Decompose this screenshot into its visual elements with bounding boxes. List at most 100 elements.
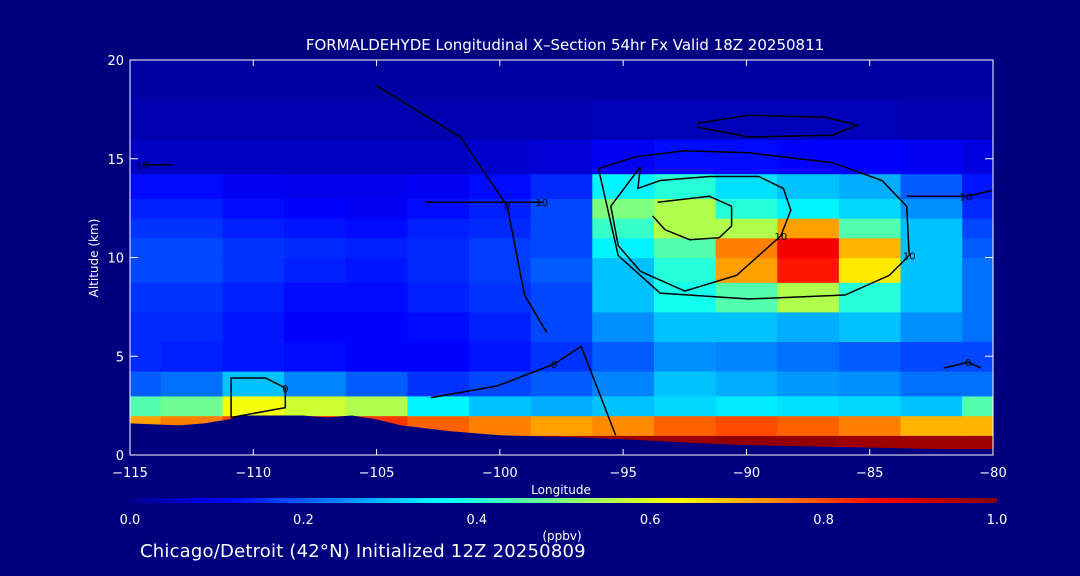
heatmap-cell	[838, 341, 902, 372]
heatmap-cell	[777, 341, 840, 372]
contour-label: 10	[136, 161, 149, 172]
heatmap-cell	[222, 139, 285, 175]
heatmap-cell	[407, 99, 470, 140]
heatmap-cell	[962, 237, 993, 259]
heatmap-cell	[900, 198, 963, 219]
heatmap-cell	[345, 395, 408, 417]
heatmap-cell	[130, 218, 162, 239]
heatmap-cell	[160, 371, 223, 397]
heatmap-cell	[838, 60, 902, 101]
x-tick-label: −110	[235, 466, 271, 481]
heatmap-cell	[838, 218, 902, 239]
y-tick-label: 5	[116, 350, 124, 365]
heatmap-cell	[654, 395, 717, 417]
heatmap-cell	[345, 341, 408, 372]
heatmap-cell	[900, 282, 963, 313]
heatmap-cell	[469, 415, 532, 436]
heatmap-cell	[962, 173, 993, 199]
heatmap-cell	[130, 139, 162, 175]
heatmap-cell	[530, 218, 593, 239]
heatmap-cell	[900, 60, 963, 101]
heatmap-cell	[530, 198, 593, 219]
heatmap-cell	[222, 282, 285, 313]
heatmap-cell	[530, 415, 593, 436]
heatmap-cell	[777, 395, 840, 417]
contour-line	[652, 195, 733, 241]
heatmap-cell	[654, 60, 717, 101]
heatmap-cell	[345, 173, 408, 199]
heatmap-cell	[654, 218, 717, 239]
heatmap-cell	[130, 198, 162, 219]
heatmap-cell	[407, 237, 470, 259]
heatmap-cell	[530, 99, 593, 140]
heatmap-cell	[777, 218, 840, 239]
colorbar-tick-label: 0.2	[293, 513, 314, 528]
heatmap-cell	[592, 341, 655, 372]
heatmap-cell	[900, 257, 963, 283]
heatmap-cell	[777, 60, 840, 101]
heatmap-cell	[222, 371, 285, 397]
heatmap-cell	[160, 311, 223, 342]
heatmap-cell	[160, 198, 223, 219]
heatmap-cell	[469, 139, 532, 175]
heatmap-cell	[407, 198, 470, 219]
heatmap-cell	[160, 282, 223, 313]
heatmap-cell	[130, 257, 162, 283]
x-tick-label: −85	[856, 466, 883, 481]
heatmap-cell	[777, 371, 840, 397]
x-tick-label: −100	[482, 466, 518, 481]
heatmap-cell	[715, 198, 778, 219]
heatmap-cell	[130, 395, 162, 417]
heatmap-cell	[160, 395, 223, 417]
heatmap-cell	[222, 311, 285, 342]
heatmap-cell	[407, 395, 470, 417]
heatmap-cell	[592, 237, 655, 259]
colorbar-tick-label: 0.4	[466, 513, 487, 528]
heatmap-cell	[284, 237, 347, 259]
y-tick-label: 15	[107, 153, 124, 168]
heatmap-cell	[284, 139, 347, 175]
heatmap-cell	[654, 311, 717, 342]
heatmap-cell	[345, 99, 408, 140]
heatmap-cell	[900, 139, 963, 175]
heatmap-cell	[962, 371, 993, 397]
heatmap-cell	[900, 311, 963, 342]
heatmap-cell	[130, 282, 162, 313]
heatmap-cell	[469, 99, 532, 140]
x-tick-label: −80	[979, 466, 1006, 481]
y-tick-label: 10	[107, 252, 124, 267]
heatmap-cell	[469, 60, 532, 101]
heatmap-cell	[530, 395, 593, 417]
heatmap-cell	[222, 237, 285, 259]
heatmap-cell	[222, 198, 285, 219]
heatmap-cell	[407, 218, 470, 239]
heatmap-cell	[284, 198, 347, 219]
heatmap-cell	[838, 311, 902, 342]
heatmap-cell	[530, 237, 593, 259]
heatmap-cell	[715, 311, 778, 342]
heatmap-cell	[407, 60, 470, 101]
heatmap-cell	[592, 60, 655, 101]
heatmap-cell	[345, 257, 408, 283]
heatmap-cell	[160, 139, 223, 175]
heatmap-cell	[654, 237, 717, 259]
heatmap-cell	[715, 218, 778, 239]
heatmap-cell	[345, 218, 408, 239]
heatmap-cell	[407, 282, 470, 313]
heatmap-cell	[838, 371, 902, 397]
heatmap-cell	[592, 282, 655, 313]
heatmap-cell	[345, 311, 408, 342]
heatmap-cell	[469, 237, 532, 259]
contour-label: 10	[775, 232, 788, 243]
heatmap-cell	[715, 139, 778, 175]
colorbar-tick-label: 0.8	[813, 513, 834, 528]
heatmap-cell	[130, 311, 162, 342]
heatmap-cell	[130, 99, 162, 140]
contour-line	[610, 166, 792, 292]
heatmap-cell	[284, 173, 347, 199]
heatmap-cell	[777, 173, 840, 199]
heatmap-cell	[654, 257, 717, 283]
heatmap-cell	[222, 341, 285, 372]
heatmap-cell	[962, 218, 993, 239]
terrain-layer	[130, 415, 993, 455]
